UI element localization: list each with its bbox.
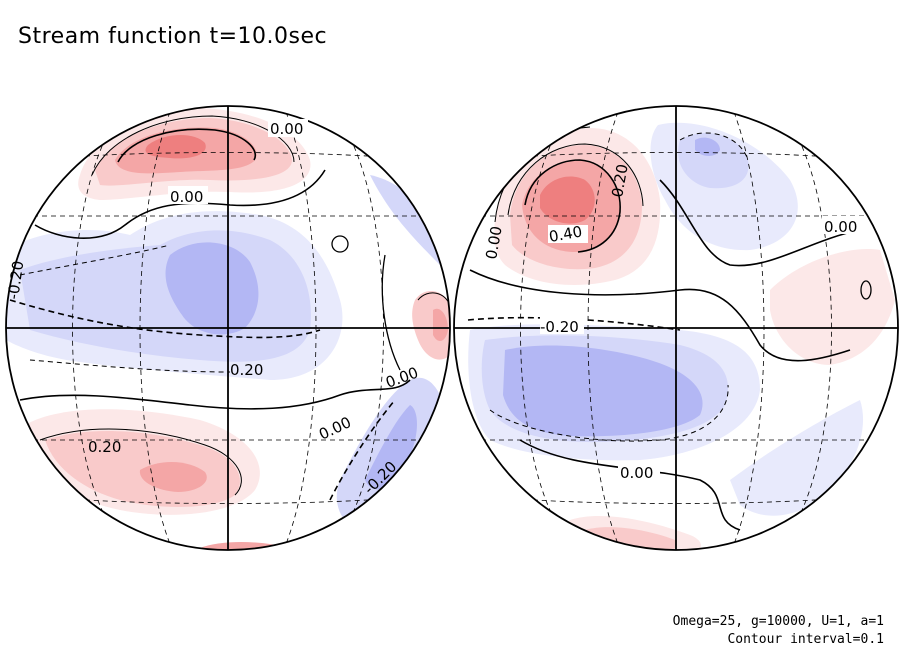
left-small-contour [331, 235, 349, 253]
left-positive-regions [25, 108, 450, 550]
left-label-7: 0.20 [88, 438, 121, 456]
right-high-5 [770, 249, 895, 365]
left-contour-zero-north [34, 169, 326, 239]
right-contour-zero-3 [519, 439, 741, 531]
right-small-contour [860, 280, 872, 300]
right-negative-regions [468, 122, 864, 516]
right-contour-zero-2 [659, 179, 861, 267]
left-label-3: -0.20 [4, 260, 27, 301]
left-high-9 [433, 308, 448, 342]
contour-interval-note: Contour interval=0.1 [727, 632, 884, 647]
left-low-6 [370, 175, 450, 265]
right-high-4 [540, 176, 595, 224]
right-label-4: 0.00 [824, 218, 857, 236]
right-contour-pos-1 [524, 159, 621, 253]
left-contour-pos-north-2 [91, 115, 295, 176]
left-contour-neg-2 [19, 244, 171, 276]
left-label-1: 0.00 [270, 120, 303, 138]
right-label-6: 0.00 [620, 464, 653, 482]
right-label-3: 0.00 [482, 225, 506, 261]
left-hemisphere: 0.00 0.00 -0.20 0.20 0.00 0.00 0.20 -0.2… [4, 105, 451, 551]
right-hemisphere: 0.20 0.40 0.00 0.00 -0.20 0.00 [453, 105, 899, 551]
left-contour-zero-south [19, 379, 411, 410]
left-contour-neg-se [329, 399, 396, 501]
right-label-1: 0.20 [608, 163, 632, 199]
right-low-3 [695, 137, 720, 156]
left-label-4: 0.20 [230, 361, 263, 379]
left-contour-zero-east [381, 254, 401, 371]
right-globe-outline [453, 105, 899, 551]
parameters-note: Omega=25, g=10000, U=1, a=1 [672, 614, 884, 629]
left-low-5 [365, 405, 417, 490]
chart-title: Stream function t=10.0sec [18, 24, 328, 49]
right-contour-neg-2 [489, 384, 729, 442]
left-contour-neg-main [9, 299, 321, 339]
right-contour-pos-2 [507, 143, 644, 216]
left-low-3 [165, 242, 259, 335]
right-label-5: -0.20 [540, 318, 579, 336]
right-low-7 [730, 400, 864, 516]
right-contour-labels: 0.20 0.40 0.00 0.00 -0.20 0.00 [482, 163, 864, 482]
left-label-2: 0.00 [170, 188, 203, 206]
left-high-8 [412, 290, 450, 360]
left-contour-pos-south [39, 428, 242, 496]
left-contour-neg-3 [29, 359, 231, 373]
right-label-2: 0.40 [548, 222, 584, 246]
left-high-7 [139, 461, 207, 492]
left-globe-outline [5, 105, 451, 551]
left-contour-pos-north [117, 128, 257, 163]
right-low-6 [503, 345, 703, 437]
right-contour-zero-1 [469, 269, 851, 362]
